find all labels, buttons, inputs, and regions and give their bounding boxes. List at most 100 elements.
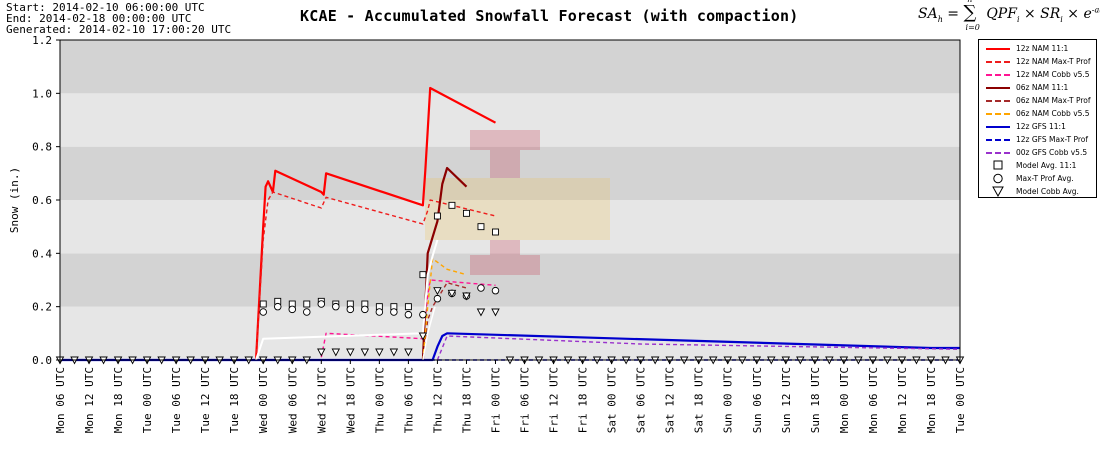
legend-item: 06z NAM 11:1 bbox=[979, 82, 1098, 93]
x-tick-label: Sun 18 UTC bbox=[809, 367, 822, 433]
legend-item: 12z GFS Max-T Prof bbox=[979, 134, 1098, 145]
legend: 12z NAM 11:1 12z NAM Max-T Prof 12z NAM Co… bbox=[978, 39, 1097, 198]
x-tick-label: Mon 06 UTC bbox=[867, 367, 880, 433]
x-tick-label: Mon 12 UTC bbox=[896, 367, 909, 433]
x-tick-label: Mon 06 UTC bbox=[54, 367, 67, 433]
marker-triangle bbox=[360, 348, 370, 357]
marker-circle bbox=[477, 284, 485, 292]
marker-circle bbox=[259, 308, 267, 316]
formula: SAh = ∑hi=0 QPFi × SRi × e-a(h-i)^½ bbox=[918, 0, 1100, 32]
marker-square bbox=[404, 303, 412, 311]
marker-triangle bbox=[418, 332, 428, 341]
plot-band bbox=[60, 306, 960, 360]
x-tick-label: Fri 00 UTC bbox=[490, 367, 503, 433]
x-tick-label: Thu 06 UTC bbox=[402, 367, 415, 433]
marker-circle bbox=[361, 305, 369, 314]
legend-item: Model Avg. 11:1 bbox=[979, 160, 1098, 171]
x-tick-label: Mon 00 UTC bbox=[838, 367, 851, 433]
legend-item: 06z NAM Cobb v5.5 bbox=[979, 108, 1098, 119]
x-tick-label: Thu 18 UTC bbox=[461, 367, 474, 433]
marker-circle bbox=[375, 308, 384, 316]
x-tick-label: Fri 06 UTC bbox=[519, 367, 532, 433]
x-tick-label: Sun 12 UTC bbox=[780, 367, 793, 433]
marker-triangle bbox=[447, 289, 457, 298]
legend-label: 12z NAM Cobb v5.5 bbox=[1016, 70, 1090, 79]
series-line-8 bbox=[436, 335, 961, 361]
legend-circle-icon bbox=[993, 173, 1003, 184]
plot-band bbox=[60, 40, 960, 94]
marker-circle bbox=[303, 308, 311, 316]
legend-label: 12z NAM Max-T Prof bbox=[1016, 57, 1091, 66]
y-tick-label: 0.6 bbox=[32, 194, 52, 207]
x-tick-label: Thu 00 UTC bbox=[373, 367, 386, 433]
generated-time: Generated: 2014-02-10 17:00:20 UTC bbox=[6, 23, 232, 36]
marker-circle bbox=[433, 294, 442, 303]
x-tick-label: Tue 00 UTC bbox=[141, 367, 154, 433]
legend-square-icon bbox=[993, 160, 1003, 170]
x-tick-label: Wed 00 UTC bbox=[257, 367, 270, 433]
marker-circle bbox=[288, 305, 297, 314]
x-tick-label: Sat 06 UTC bbox=[635, 367, 648, 433]
legend-label: 06z NAM Cobb v5.5 bbox=[1016, 109, 1090, 118]
legend-item: 12z NAM 11:1 bbox=[979, 43, 1098, 54]
plot-band bbox=[60, 146, 960, 200]
x-tick-label: Mon 12 UTC bbox=[83, 367, 96, 433]
x-tick-label: Thu 12 UTC bbox=[431, 367, 444, 433]
x-tick-label: Fri 18 UTC bbox=[577, 367, 590, 433]
x-tick-label: Tue 12 UTC bbox=[199, 367, 212, 433]
series-line-1 bbox=[255, 191, 496, 361]
x-tick-label: Tue 18 UTC bbox=[228, 367, 241, 433]
x-tick-label: Sun 06 UTC bbox=[751, 367, 764, 433]
marker-circle bbox=[404, 310, 413, 319]
marker-square bbox=[433, 212, 441, 220]
marker-square bbox=[303, 300, 311, 308]
marker-square bbox=[477, 223, 485, 231]
marker-square bbox=[463, 209, 470, 217]
x-tick-label: Wed 06 UTC bbox=[286, 367, 299, 433]
isu-logo-watermark bbox=[425, 130, 610, 275]
marker-circle bbox=[346, 305, 355, 314]
y-axis-label: Snow (in.) bbox=[8, 167, 21, 233]
marker-triangle bbox=[433, 287, 442, 296]
x-tick-label: Mon 18 UTC bbox=[112, 367, 125, 433]
legend-line-icon bbox=[986, 152, 1010, 154]
marker-triangle bbox=[404, 348, 413, 357]
x-tick-label: Wed 12 UTC bbox=[315, 367, 328, 433]
legend-line-icon bbox=[986, 61, 1010, 63]
x-tick-label: Tue 06 UTC bbox=[170, 367, 183, 433]
x-tick-label: Sat 12 UTC bbox=[664, 367, 677, 433]
legend-line-icon bbox=[986, 113, 1010, 115]
marker-circle bbox=[332, 302, 340, 311]
x-tick-label: Mon 18 UTC bbox=[925, 367, 938, 433]
marker-triangle bbox=[389, 348, 399, 357]
plot-band bbox=[60, 93, 960, 147]
legend-label: 12z GFS 11:1 bbox=[1016, 122, 1066, 131]
marker-triangle bbox=[317, 348, 326, 357]
legend-line-icon bbox=[986, 87, 1010, 89]
x-ticks: Mon 06 UTC Mon 12 UTC Mon 18 UTC Tue 00 UTC… bbox=[54, 360, 967, 433]
start-time: Start: 2014-02-10 06:00:00 UTC bbox=[6, 1, 205, 14]
y-tick-label: 0.8 bbox=[32, 141, 52, 154]
legend-label: 12z NAM 11:1 bbox=[1016, 44, 1069, 53]
marker-triangle bbox=[462, 292, 471, 301]
legend-label: 06z NAM Max-T Prof bbox=[1016, 96, 1091, 105]
marker-triangle bbox=[491, 308, 500, 317]
legend-line-icon bbox=[986, 48, 1010, 50]
legend-line-icon bbox=[986, 139, 1010, 141]
marker-circle bbox=[419, 310, 427, 319]
y-tick-label: 0.4 bbox=[32, 247, 52, 260]
plot-band bbox=[60, 200, 960, 254]
legend-label: Max-T Prof Avg. bbox=[1016, 174, 1074, 183]
legend-item: 00z GFS Cobb v5.5 bbox=[979, 147, 1098, 158]
marker-square bbox=[492, 228, 499, 236]
legend-item: 06z NAM Max-T Prof bbox=[979, 95, 1098, 106]
legend-label: 00z GFS Cobb v5.5 bbox=[1016, 148, 1088, 157]
marker-circle bbox=[273, 302, 282, 311]
x-tick-label: Sat 00 UTC bbox=[606, 367, 619, 433]
marker-triangle bbox=[331, 348, 341, 357]
legend-item: 12z NAM Cobb v5.5 bbox=[979, 69, 1098, 80]
series-line-9 bbox=[255, 239, 439, 361]
x-tick-label: Fri 12 UTC bbox=[548, 367, 561, 433]
legend-item: Model Cobb Avg. bbox=[979, 186, 1098, 197]
